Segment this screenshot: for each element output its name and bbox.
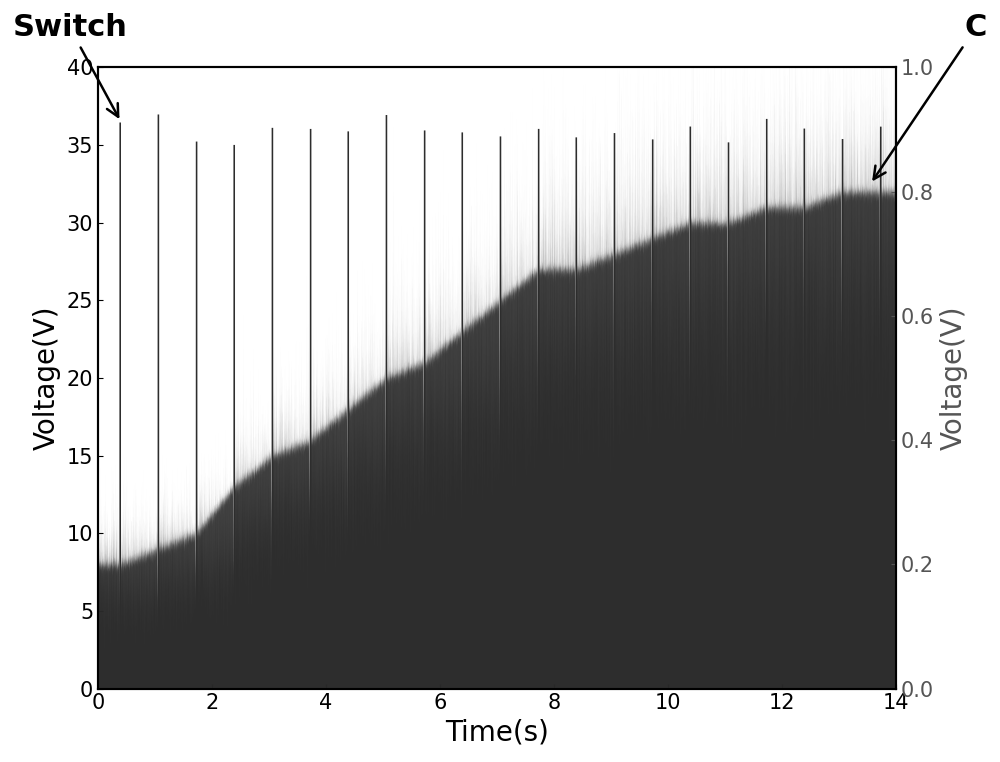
X-axis label: Time(s): Time(s) <box>445 719 549 747</box>
Text: C: C <box>874 13 987 179</box>
Y-axis label: Voltage(V): Voltage(V) <box>33 306 61 450</box>
Text: Switch: Switch <box>13 13 127 117</box>
Y-axis label: Voltage(V): Voltage(V) <box>940 306 968 450</box>
